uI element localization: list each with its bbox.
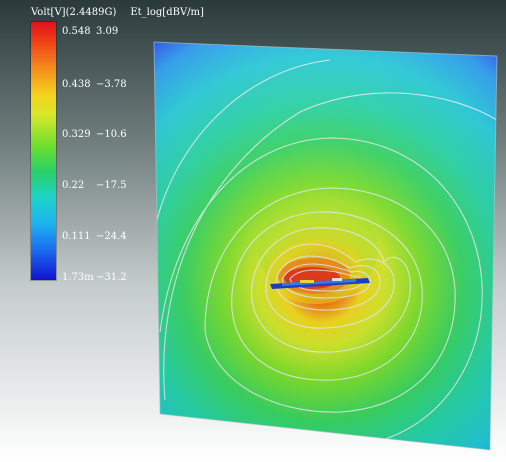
legend-row: 0.22 −17.5 xyxy=(62,180,127,192)
legend-field-value: −10.6 xyxy=(96,129,127,140)
color-scale-bar xyxy=(31,22,56,280)
legend-row: 0.111 −24.4 xyxy=(62,231,127,243)
legend-field-value: 3.09 xyxy=(96,26,119,37)
field-plane xyxy=(154,42,497,450)
legend-row: 0.329 −10.6 xyxy=(62,129,127,141)
legend-row: 1.73m −31.2 xyxy=(62,272,127,284)
legend-volt-value: 1.73m xyxy=(62,272,94,283)
legend-field-value: −3.78 xyxy=(96,79,127,90)
legend-volt-title: Volt[V](2.4489G) xyxy=(31,7,117,18)
plane-border xyxy=(153,41,498,451)
legend-volt-value: 0.548 xyxy=(62,26,91,37)
legend-field-title: Et_log[dBV/m] xyxy=(130,7,204,18)
legend-volt-value: 0.111 xyxy=(62,231,91,242)
legend-header: Volt[V](2.4489G) Et_log[dBV/m] xyxy=(31,7,204,21)
legend-row: 0.548 3.09 xyxy=(62,26,118,38)
legend-volt-value: 0.22 xyxy=(62,180,85,191)
legend-volt-value: 0.438 xyxy=(62,79,91,90)
legend-row: 0.438 −3.78 xyxy=(62,79,127,91)
legend-field-value: −17.5 xyxy=(96,180,127,191)
legend-field-value: −24.4 xyxy=(96,231,127,242)
legend-volt-value: 0.329 xyxy=(62,129,91,140)
plane-shading xyxy=(154,42,497,450)
legend-field-value: −31.2 xyxy=(96,272,127,283)
